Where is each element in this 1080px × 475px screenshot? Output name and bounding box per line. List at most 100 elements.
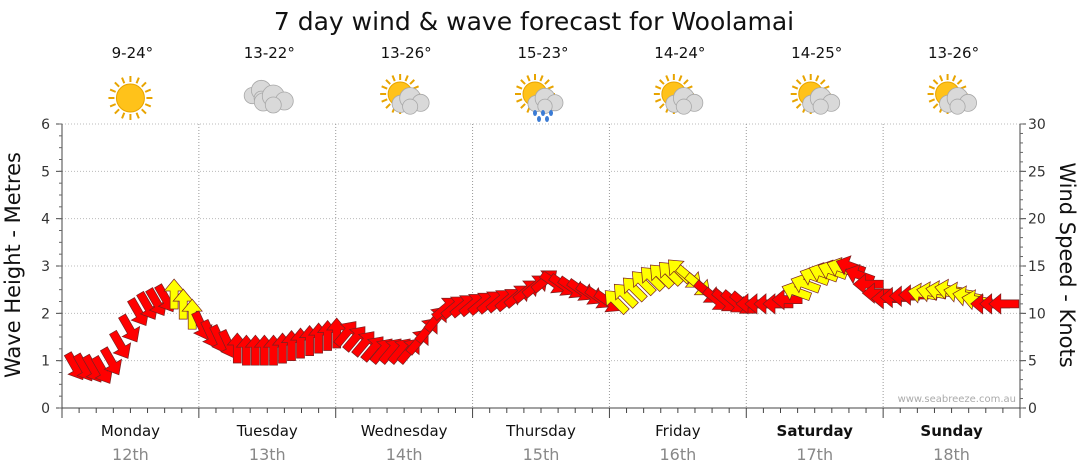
- sun-ray: [659, 103, 665, 109]
- sun-ray: [381, 85, 388, 90]
- sun-ray: [795, 79, 802, 85]
- cloud-shape: [527, 87, 564, 114]
- right-tick-label: 20: [1028, 212, 1046, 228]
- sun-ray: [135, 112, 140, 119]
- day-name-label: Friday: [655, 422, 701, 440]
- wind-arrow: [172, 288, 194, 320]
- day-date-label: 13th: [249, 445, 286, 464]
- temp-range-label: 13-26°: [928, 44, 979, 62]
- wind-arrow: [136, 290, 159, 320]
- sun-ray: [795, 103, 802, 109]
- left-tick-label: 3: [41, 259, 50, 275]
- rain-drop: [537, 116, 541, 122]
- day-name-label: Saturday: [777, 422, 854, 440]
- rain-drop: [545, 116, 549, 122]
- cloud-puff: [537, 98, 553, 114]
- watermark: www.seabreeze.com.au: [898, 394, 1016, 405]
- day-name-label: Wednesday: [361, 422, 448, 440]
- right-tick-label: 0: [1028, 401, 1037, 417]
- sun-ray: [114, 108, 120, 115]
- sun-ray: [135, 77, 140, 84]
- wind-arrow: [790, 273, 822, 294]
- wind-arrow: [781, 280, 813, 301]
- right-tick-label: 30: [1028, 117, 1046, 133]
- sunny-icon: [108, 76, 153, 120]
- cloud-shape: [802, 87, 841, 115]
- sun-ray: [815, 75, 820, 82]
- sun-ray: [659, 79, 665, 85]
- sun-ray: [109, 88, 117, 93]
- sun-ray: [381, 98, 388, 103]
- wind-arrow: [99, 346, 123, 376]
- day-name-label: Tuesday: [236, 422, 298, 440]
- rain-drop: [549, 110, 553, 116]
- sun-ray: [932, 79, 939, 85]
- partly-cloudy-icon: [653, 74, 704, 115]
- left-tick-label: 1: [41, 354, 50, 370]
- sun-ray: [544, 79, 550, 85]
- sun-ray: [547, 85, 554, 90]
- temp-range-label: 9-24°: [112, 44, 154, 62]
- right-tick-label: 5: [1028, 354, 1037, 370]
- temp-range-label: 15-23°: [517, 44, 568, 62]
- temp-range-label: 13-26°: [381, 44, 432, 62]
- day-name-label: Sunday: [920, 422, 983, 440]
- sun-ray: [516, 98, 523, 103]
- sun-ray: [141, 108, 147, 115]
- cloud-puff: [812, 98, 829, 115]
- sun-cloud-rain-icon: [515, 74, 564, 122]
- sun-ray: [956, 79, 963, 85]
- sun-ray: [928, 85, 936, 90]
- sun-ray: [654, 98, 662, 103]
- sun-ray: [121, 112, 126, 119]
- left-axis-title: Wave Height - Metres: [1, 152, 25, 378]
- cloud-shape: [253, 84, 294, 114]
- sun-ray: [144, 103, 152, 108]
- left-tick-label: 5: [41, 164, 50, 180]
- sun-ray: [526, 75, 531, 82]
- wind-arrow: [988, 293, 1020, 315]
- cloud-shape: [939, 87, 977, 115]
- sun-ray: [144, 88, 152, 93]
- sun-ray: [938, 75, 944, 82]
- sun-ray: [791, 98, 799, 103]
- left-tick-label: 0: [41, 401, 50, 417]
- day-date-label: 14th: [386, 445, 423, 464]
- sun-ray: [539, 75, 544, 82]
- day-date-label: 18th: [933, 445, 970, 464]
- day-name-label: Thursday: [505, 422, 576, 440]
- sun-ray: [665, 75, 670, 82]
- day-name-label: Monday: [101, 422, 160, 440]
- right-tick-label: 25: [1028, 164, 1046, 180]
- partly-cloudy-icon: [927, 74, 977, 115]
- cloudy-icon: [243, 79, 294, 114]
- temp-range-label: 14-24°: [654, 44, 705, 62]
- temp-range-label: 14-25°: [791, 44, 842, 62]
- left-tick-label: 4: [41, 212, 50, 228]
- sun-ray: [932, 103, 939, 109]
- sun-ray: [121, 77, 126, 84]
- right-axis-title: Wind Speed - Knots: [1055, 162, 1079, 367]
- cloud-puff: [675, 98, 692, 115]
- wind-arrow: [145, 287, 168, 317]
- chart-title: 7 day wind & wave forecast for Woolamai: [274, 7, 794, 36]
- sun-ray: [683, 79, 689, 85]
- rain-drop: [533, 110, 537, 116]
- sun-ray: [819, 79, 826, 85]
- cloud-shape: [665, 87, 704, 115]
- sun-ray: [391, 75, 396, 82]
- temp-range-label: 13-22°: [244, 44, 295, 62]
- sun-disc: [115, 83, 145, 113]
- sun-ray: [385, 103, 391, 109]
- cloud-puff: [949, 98, 966, 115]
- cloud-shape: [391, 87, 430, 115]
- sun-ray: [404, 75, 409, 82]
- wind-arrow: [109, 329, 132, 359]
- rain-drop: [541, 110, 545, 116]
- sun-ray: [520, 103, 526, 109]
- sun-ray: [409, 79, 415, 85]
- wind-arrow: [631, 271, 657, 297]
- partly-cloudy-icon: [380, 74, 430, 115]
- day-date-label: 16th: [659, 445, 696, 464]
